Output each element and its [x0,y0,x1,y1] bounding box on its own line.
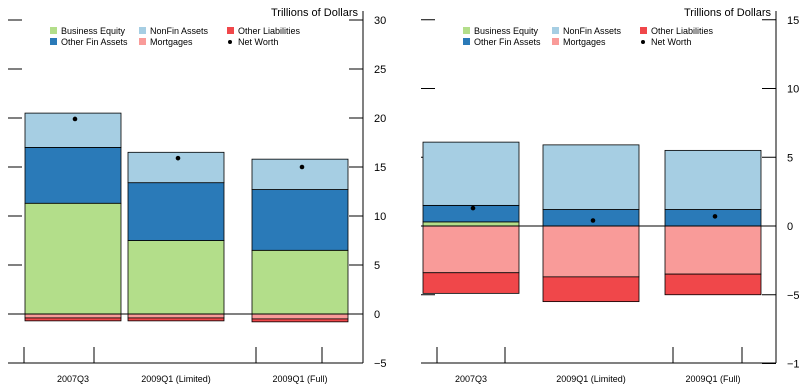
y-tick-label: −5 [787,290,799,302]
unit-label: Trillions of Dollars [271,7,359,19]
net-worth-point [590,218,596,223]
legend-label: NonFin Assets [563,26,622,36]
bar-segment-other-fin-assets [542,209,640,227]
y-tick-label: 5 [787,152,793,164]
bar-segment-mortgages [127,313,225,319]
bar-segment-other-liabilities [251,318,349,323]
y-tick-label: 0 [374,309,380,321]
bar-segment-nonfin-assets [127,151,225,184]
bar-segment-mortgages [542,225,640,278]
legend-label: Other Liabilities [651,26,714,36]
bar-segment-mortgages [422,225,520,274]
x-tick-label: 2009Q1 (Full) [685,374,740,384]
y-tick-label: 10 [787,84,799,96]
bar-segment-nonfin-assets [542,144,640,210]
legend-swatch-other-liabilities [640,27,647,34]
bar-segment-other-fin-assets [251,189,349,251]
y-tick-label: −5 [374,358,387,370]
y-tick-label: 30 [374,15,386,27]
y-tick-label: −10 [787,359,799,371]
chart-panel-1: Trillions of Dollars −5 0 5 10 15 20 25 30 2007Q3… [8,7,387,384]
bar-segment-mortgages [251,313,349,320]
legend-swatch-mortgages [139,38,146,45]
y-tick-label: 10 [374,211,386,223]
unit-label: Trillions of Dollars [684,7,772,19]
x-tick-label: 2009Q1 (Full) [272,374,327,384]
legend-label: Mortgages [563,37,606,47]
bar-segment-other-fin-assets [127,182,225,241]
y-tick-label: 20 [374,113,386,125]
bar-segment-other-liabilities [542,276,640,303]
legend-label: Business Equity [474,26,539,36]
bar-segment-nonfin-assets [251,158,349,190]
y-tick-label: 0 [787,221,793,233]
bar-segment-business-equity [24,202,122,315]
y-tick-label: 25 [374,64,386,76]
legend-swatch-mortgages [552,38,559,45]
legend-swatch-nonfin-assets [139,27,146,34]
bar-segment-other-liabilities [664,273,762,296]
legend-label: Net Worth [651,37,691,47]
net-worth-point [470,205,476,211]
x-tick-label: 2009Q1 (Limited) [556,374,626,384]
bar-segment-business-equity [422,221,520,227]
legend-label: Other Fin Assets [61,37,128,47]
legend-swatch-nonfin-assets [552,27,559,34]
legend: Business Equity NonFin Assets Other Liabil… [463,26,714,47]
net-worth-point [299,164,305,170]
net-worth-point [712,214,718,219]
legend-label: NonFin Assets [150,26,209,36]
net-worth-point [175,155,181,161]
bar-segment-other-liabilities [127,317,225,322]
bar-segment-mortgages [24,313,122,319]
bar-segment-business-equity [127,240,225,315]
legend-swatch-other-fin-assets [463,38,470,45]
legend-swatch-business-equity [463,27,470,34]
x-tick-label: 2007Q3 [455,374,487,384]
legend-marker-net-worth [641,40,645,44]
y-tick-label: 5 [374,260,380,272]
bar-segment-nonfin-assets [422,141,520,206]
legend-label: Other Liabilities [238,26,301,36]
bar-segment-nonfin-assets [664,149,762,210]
x-tick-label: 2007Q3 [57,374,89,384]
bar-segment-other-liabilities [422,272,520,294]
bar-segment-other-fin-assets [664,209,762,227]
legend-swatch-business-equity [50,27,57,34]
chart-panel-2: Trillions of Dollars −10 −5 0 5 10 15 2007Q3 200… [421,7,799,384]
legend-label: Mortgages [150,37,193,47]
net-worth-point [72,116,78,122]
legend-label: Other Fin Assets [474,37,541,47]
legend-swatch-other-liabilities [227,27,234,34]
y-tick-label: 15 [787,15,799,27]
legend-marker-net-worth [228,40,232,44]
legend-swatch-other-fin-assets [50,38,57,45]
legend-label: Business Equity [61,26,126,36]
x-tick-label: 2009Q1 (Limited) [141,374,211,384]
bar-segment-other-fin-assets [24,146,122,204]
legend-label: Net Worth [238,37,278,47]
legend: Business Equity NonFin Assets Other Liabil… [50,26,301,47]
bar-segment-business-equity [251,249,349,315]
bar-segment-mortgages [664,225,762,275]
y-tick-label: 15 [374,162,386,174]
bar-segment-other-liabilities [24,317,122,322]
